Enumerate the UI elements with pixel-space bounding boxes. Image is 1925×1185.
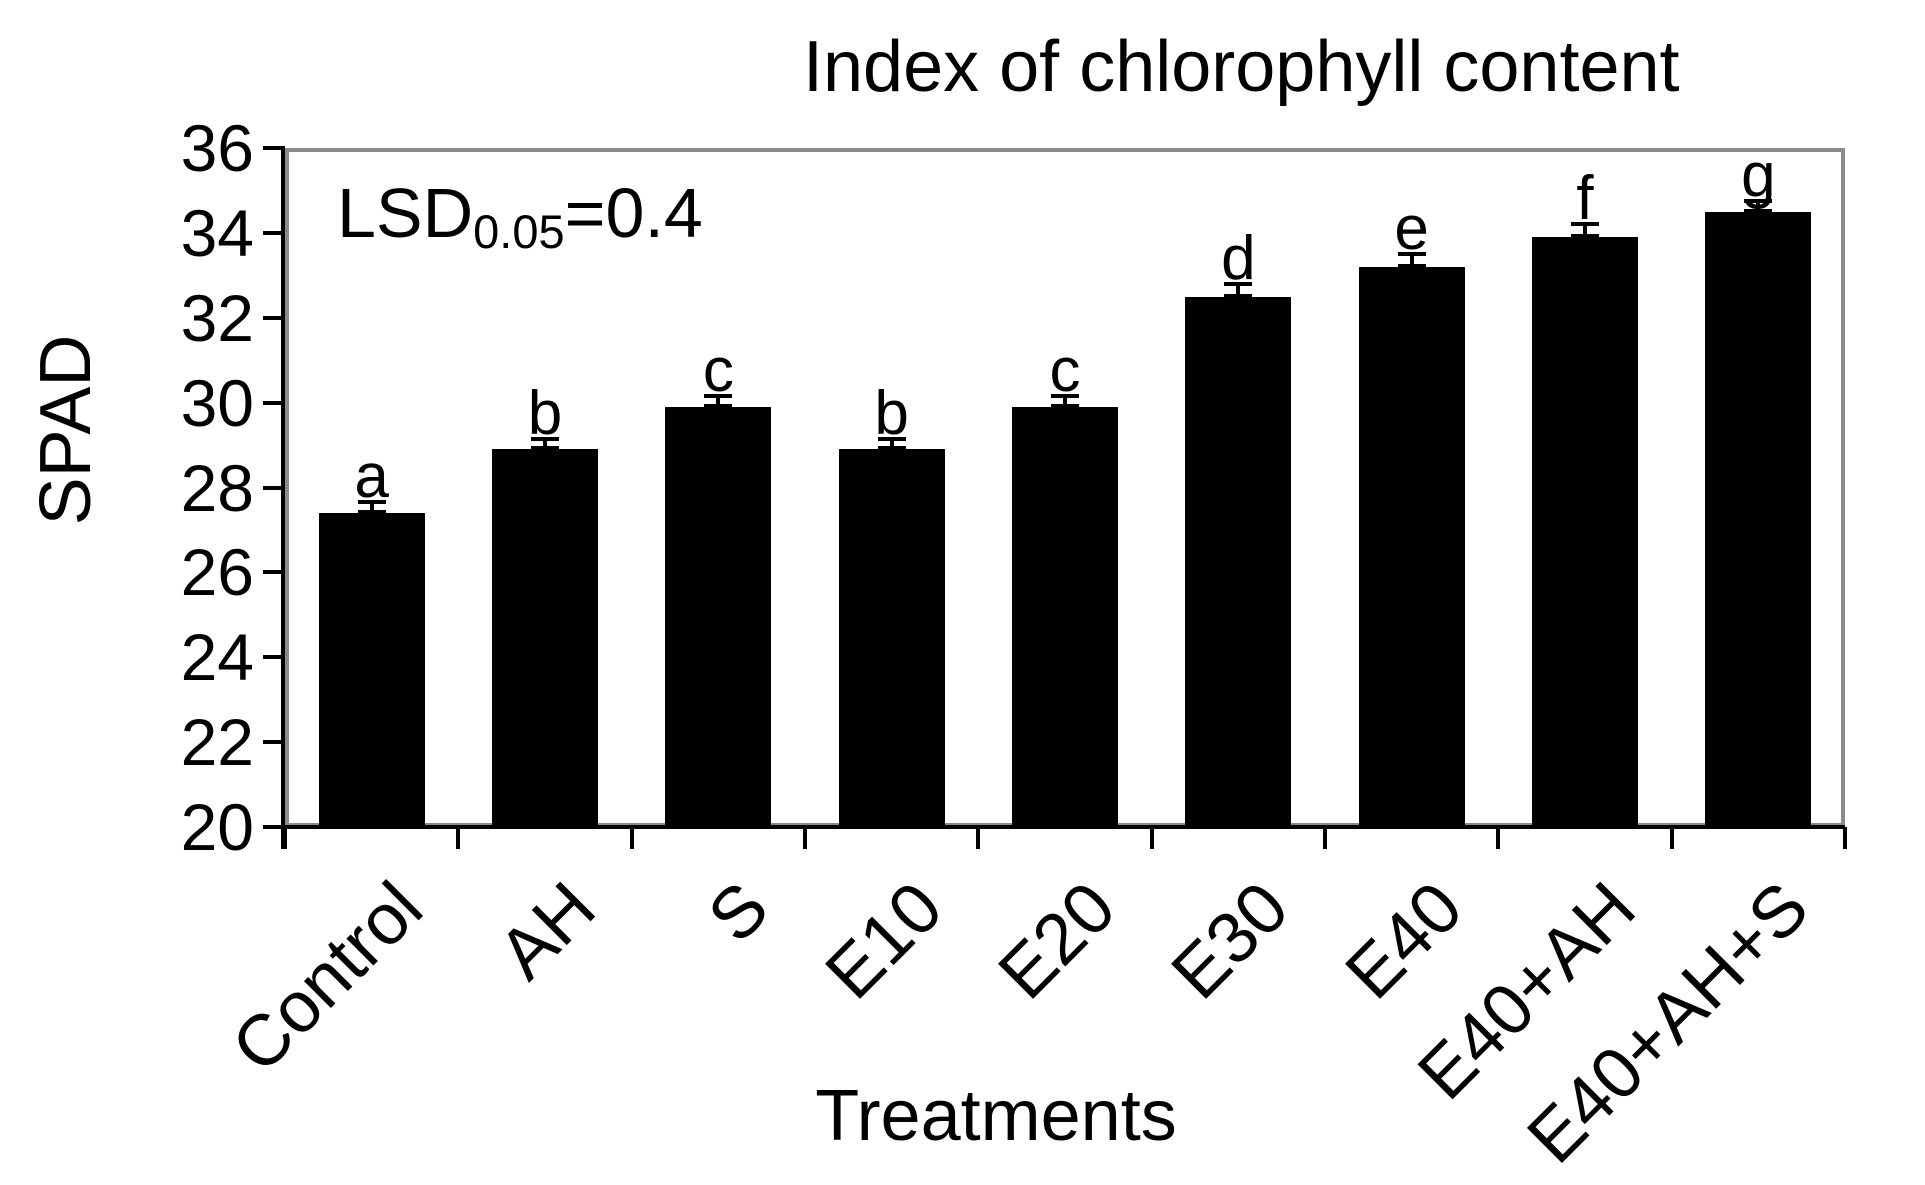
error-bar-stem bbox=[1583, 224, 1587, 238]
significance-letter: c bbox=[702, 336, 734, 406]
bar bbox=[665, 406, 772, 827]
error-bar-top-cap bbox=[877, 436, 906, 441]
y-axis-tick bbox=[263, 740, 285, 745]
error-bar-stem bbox=[1756, 201, 1761, 212]
error-bar-bottom-cap bbox=[1397, 263, 1426, 268]
x-axis-tick bbox=[1323, 827, 1327, 849]
x-axis-line bbox=[281, 825, 1845, 829]
error-bar-top-cap bbox=[1224, 281, 1253, 286]
error-bar-bottom-cap bbox=[704, 403, 733, 408]
error-bar-stem bbox=[889, 438, 894, 450]
x-axis-tick bbox=[976, 827, 981, 849]
lsd-annotation-value: =0.4 bbox=[564, 174, 703, 252]
error-bar-stem bbox=[1409, 254, 1414, 267]
chart-title: Index of chlorophyll content bbox=[803, 27, 1680, 107]
significance-letter: b bbox=[527, 378, 563, 448]
significance-letter: e bbox=[1394, 194, 1429, 264]
error-bar-top-cap bbox=[1744, 199, 1773, 204]
error-bar-stem bbox=[1236, 283, 1241, 297]
error-bar-top-cap bbox=[704, 394, 733, 399]
y-axis-tick-label: 28 bbox=[180, 450, 254, 525]
x-axis-tick bbox=[1149, 827, 1154, 849]
y-axis-tick-label: 22 bbox=[180, 705, 254, 780]
significance-letter: g bbox=[1741, 141, 1776, 211]
bar bbox=[838, 449, 945, 827]
y-axis-tick bbox=[263, 570, 285, 575]
error-bar-bottom-cap bbox=[877, 446, 906, 451]
significance-letter: b bbox=[874, 378, 909, 448]
error-bar-bottom-cap bbox=[1744, 208, 1773, 213]
bar bbox=[1532, 237, 1638, 827]
bar bbox=[1705, 211, 1812, 827]
error-bar-stem bbox=[543, 438, 547, 450]
error-bar-bottom-cap bbox=[1051, 403, 1079, 408]
error-bar-bottom-cap bbox=[1571, 234, 1599, 239]
bar bbox=[1012, 406, 1118, 827]
lsd-annotation-subscript: 0.05 bbox=[473, 205, 565, 258]
x-axis-tick bbox=[456, 827, 461, 849]
y-axis-tick-label: 36 bbox=[180, 111, 254, 185]
bar bbox=[318, 512, 425, 827]
error-bar-top-cap bbox=[1051, 394, 1079, 399]
x-axis-tick bbox=[1669, 827, 1674, 849]
x-axis-title: Treatments bbox=[815, 1076, 1177, 1156]
lsd-annotation-prefix: LSD bbox=[337, 174, 474, 252]
x-axis-tick bbox=[803, 827, 807, 849]
y-axis-line bbox=[281, 148, 285, 849]
y-axis-tick bbox=[263, 146, 285, 150]
error-bar-stem bbox=[716, 396, 721, 407]
y-axis-tick-label: 24 bbox=[180, 620, 254, 695]
error-bar-bottom-cap bbox=[531, 446, 559, 451]
y-axis-tick-label: 30 bbox=[180, 365, 254, 440]
x-axis-tick bbox=[1843, 827, 1847, 849]
y-axis-tick-label: 26 bbox=[180, 535, 254, 610]
lsd-annotation: LSD0.05=0.4 bbox=[337, 178, 703, 255]
significance-letter: d bbox=[1221, 223, 1256, 293]
y-axis-tick bbox=[263, 230, 285, 235]
x-axis-tick bbox=[629, 827, 634, 849]
error-bar-bottom-cap bbox=[357, 509, 386, 514]
bar bbox=[1358, 266, 1465, 827]
y-axis-tick-label: 32 bbox=[180, 280, 254, 355]
y-axis-tick bbox=[263, 400, 285, 405]
error-bar-top-cap bbox=[1397, 252, 1426, 257]
significance-letter: f bbox=[1576, 164, 1594, 234]
bar bbox=[1185, 296, 1292, 827]
error-bar-top-cap bbox=[531, 436, 559, 441]
significance-letter: a bbox=[354, 442, 389, 512]
y-axis-tick bbox=[263, 825, 285, 829]
y-axis-tick bbox=[263, 485, 285, 490]
error-bar-top-cap bbox=[1571, 222, 1599, 227]
x-axis-tick bbox=[283, 827, 287, 849]
error-bar-bottom-cap bbox=[1224, 293, 1253, 298]
x-axis-tick bbox=[1496, 827, 1501, 849]
error-bar-stem bbox=[369, 502, 374, 513]
y-axis-tick-label: 20 bbox=[180, 790, 254, 864]
bar bbox=[492, 449, 598, 827]
error-bar-top-cap bbox=[357, 500, 386, 505]
y-axis-tick-label: 34 bbox=[180, 195, 254, 270]
y-axis-tick bbox=[263, 315, 285, 320]
y-axis-tick bbox=[263, 655, 285, 660]
error-bar-stem bbox=[1063, 396, 1067, 407]
significance-letter: c bbox=[1049, 336, 1081, 406]
